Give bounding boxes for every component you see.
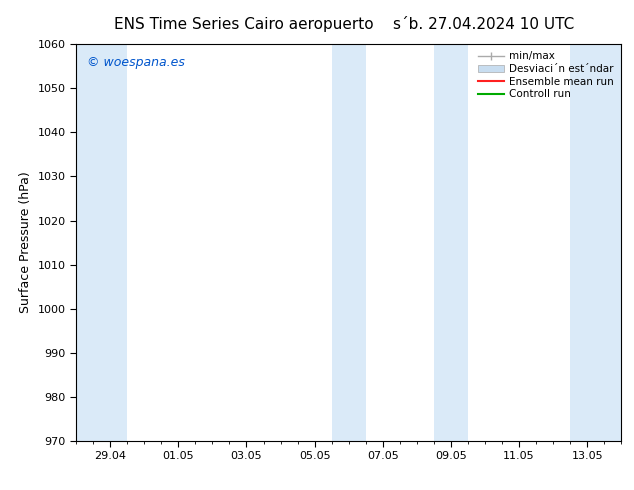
Bar bbox=[434, 44, 468, 441]
Legend: min/max, Desviaci´n est´ndar, Ensemble mean run, Controll run: min/max, Desviaci´n est´ndar, Ensemble m… bbox=[476, 49, 616, 101]
Bar bbox=[332, 44, 366, 441]
Y-axis label: Surface Pressure (hPa): Surface Pressure (hPa) bbox=[19, 172, 32, 314]
Bar bbox=[570, 44, 621, 441]
Text: © woespana.es: © woespana.es bbox=[87, 56, 185, 69]
Text: s´b. 27.04.2024 10 UTC: s´b. 27.04.2024 10 UTC bbox=[393, 17, 574, 32]
Text: ENS Time Series Cairo aeropuerto: ENS Time Series Cairo aeropuerto bbox=[114, 17, 374, 32]
Bar bbox=[76, 44, 127, 441]
